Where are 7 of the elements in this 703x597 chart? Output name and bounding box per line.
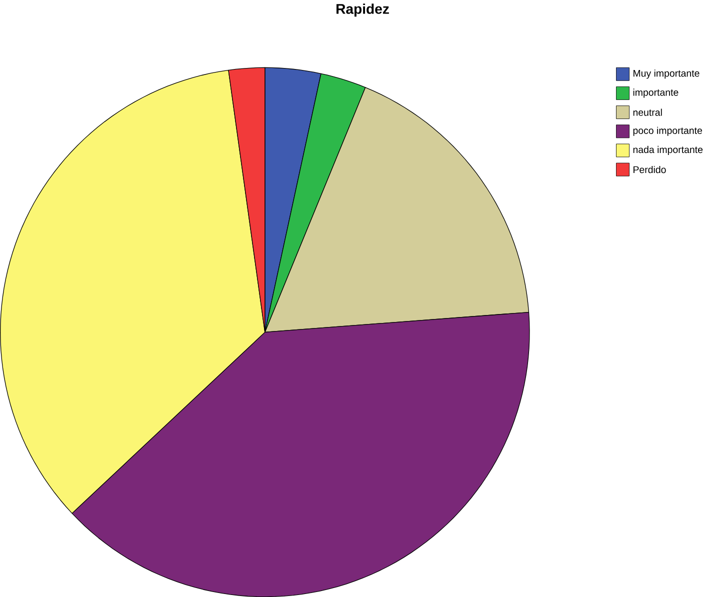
chart-title: Rapidez — [336, 4, 389, 17]
legend-label: Perdido — [634, 166, 666, 174]
legend-label: Muy importante — [634, 70, 700, 79]
legend-label: nada importante — [633, 146, 703, 155]
legend-label: neutral — [633, 108, 662, 116]
legend-label: importante — [633, 88, 678, 98]
legend-label: poco importante — [633, 126, 702, 136]
